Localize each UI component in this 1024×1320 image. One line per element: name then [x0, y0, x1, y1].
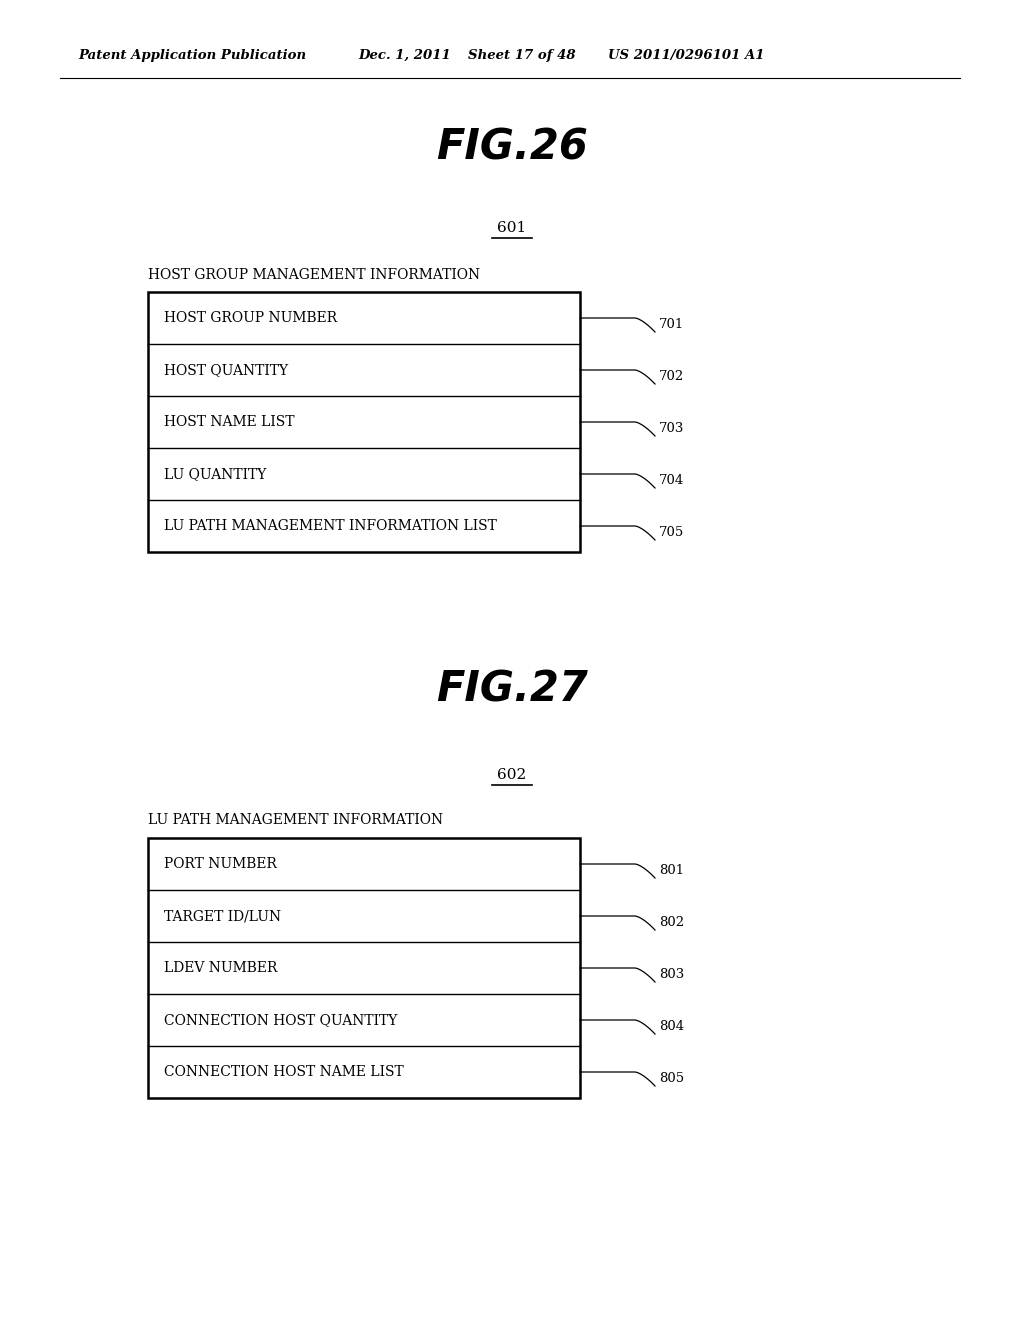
Text: TARGET ID/LUN: TARGET ID/LUN	[164, 909, 282, 923]
Text: 701: 701	[659, 318, 684, 330]
Text: FIG.26: FIG.26	[436, 127, 588, 169]
Text: CONNECTION HOST QUANTITY: CONNECTION HOST QUANTITY	[164, 1012, 397, 1027]
Text: US 2011/0296101 A1: US 2011/0296101 A1	[608, 49, 765, 62]
Text: PORT NUMBER: PORT NUMBER	[164, 857, 276, 871]
Text: 805: 805	[659, 1072, 684, 1085]
Text: HOST GROUP MANAGEMENT INFORMATION: HOST GROUP MANAGEMENT INFORMATION	[148, 268, 480, 282]
Text: 802: 802	[659, 916, 684, 928]
Text: 601: 601	[498, 220, 526, 235]
Text: 704: 704	[659, 474, 684, 487]
Bar	[148, 838, 580, 1098]
Text: 602: 602	[498, 768, 526, 781]
Text: Sheet 17 of 48: Sheet 17 of 48	[468, 49, 575, 62]
Text: LU QUANTITY: LU QUANTITY	[164, 467, 266, 480]
Text: HOST QUANTITY: HOST QUANTITY	[164, 363, 288, 378]
Text: HOST NAME LIST: HOST NAME LIST	[164, 414, 295, 429]
Text: 702: 702	[659, 370, 684, 383]
Text: LDEV NUMBER: LDEV NUMBER	[164, 961, 278, 975]
Text: 703: 703	[659, 421, 684, 434]
Text: Dec. 1, 2011: Dec. 1, 2011	[358, 49, 451, 62]
Text: FIG.27: FIG.27	[436, 669, 588, 711]
Text: 801: 801	[659, 863, 684, 876]
Text: CONNECTION HOST NAME LIST: CONNECTION HOST NAME LIST	[164, 1065, 403, 1078]
Text: 803: 803	[659, 968, 684, 981]
Text: Patent Application Publication: Patent Application Publication	[78, 49, 306, 62]
Text: LU PATH MANAGEMENT INFORMATION: LU PATH MANAGEMENT INFORMATION	[148, 813, 443, 828]
Bar	[148, 292, 580, 552]
Text: HOST GROUP NUMBER: HOST GROUP NUMBER	[164, 312, 337, 325]
Text: LU PATH MANAGEMENT INFORMATION LIST: LU PATH MANAGEMENT INFORMATION LIST	[164, 519, 497, 533]
Text: 705: 705	[659, 525, 684, 539]
Text: 804: 804	[659, 1019, 684, 1032]
